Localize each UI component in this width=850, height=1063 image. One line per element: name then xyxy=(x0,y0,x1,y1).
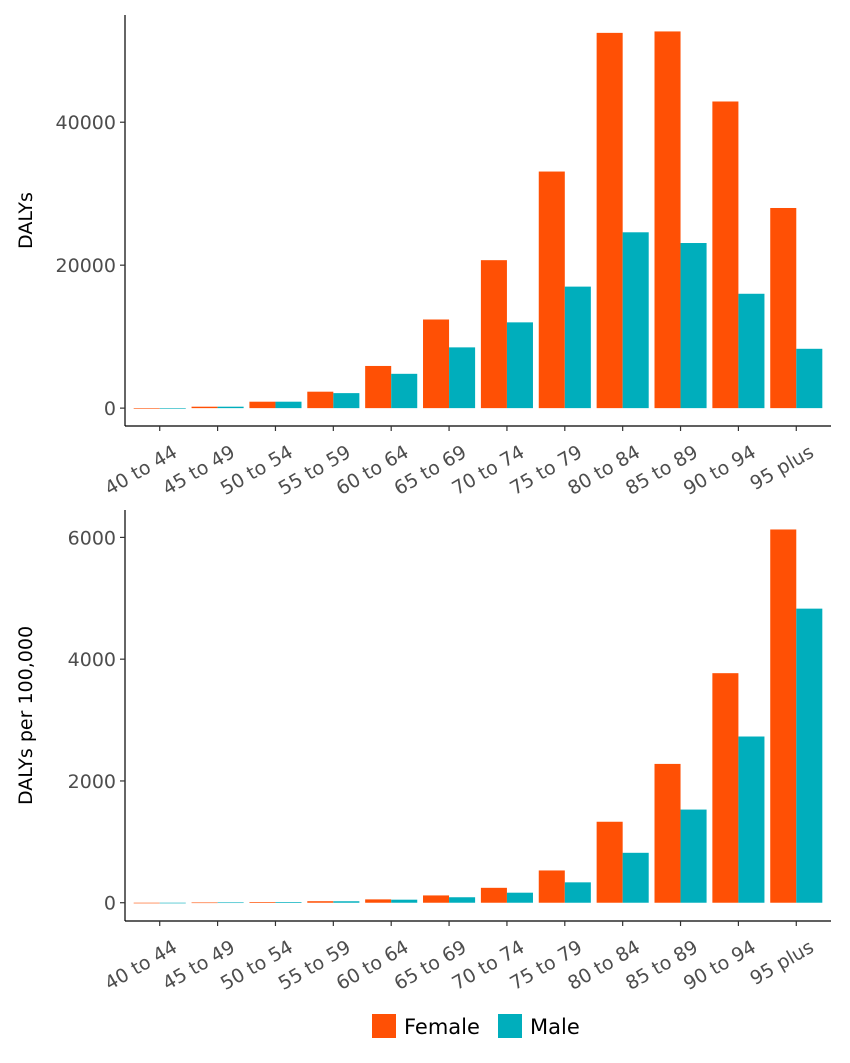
x-tick-label-95-plus: 95 plus xyxy=(746,441,817,495)
y-axis-title: DALYs xyxy=(15,192,37,249)
bar-male-40-to-44 xyxy=(159,902,186,904)
bar-male-80-to-84 xyxy=(622,232,649,409)
bar-male-65-to-69 xyxy=(449,897,476,903)
bar-female-80-to-84 xyxy=(596,32,623,409)
bar-female-80-to-84 xyxy=(596,821,623,903)
bar-female-85-to-89 xyxy=(654,31,681,409)
legend-key-male xyxy=(498,1014,522,1038)
bar-male-70-to-74 xyxy=(506,892,533,903)
legend-label-female: Female xyxy=(404,1015,480,1039)
bar-male-75-to-79 xyxy=(564,882,591,903)
bar-female-40-to-44 xyxy=(133,408,160,409)
bar-male-45-to-49 xyxy=(217,902,244,904)
y-tick-label: 0 xyxy=(104,398,116,420)
bar-male-90-to-94 xyxy=(738,293,765,409)
bar-female-70-to-74 xyxy=(480,887,507,903)
y-tick-label: 20000 xyxy=(56,255,116,277)
bar-male-65-to-69 xyxy=(449,347,476,409)
bar-male-95-plus xyxy=(796,348,823,409)
bar-female-45-to-49 xyxy=(191,902,218,904)
y-tick-label: 0 xyxy=(104,893,116,915)
bar-female-60-to-64 xyxy=(365,365,392,409)
bar-male-80-to-84 xyxy=(622,852,649,903)
bar-male-50-to-54 xyxy=(275,401,302,409)
bar-female-50-to-54 xyxy=(249,902,276,903)
bar-male-45-to-49 xyxy=(217,406,244,409)
bar-male-40-to-44 xyxy=(159,408,186,409)
bar-male-85-to-89 xyxy=(680,809,707,903)
bar-female-90-to-94 xyxy=(712,101,739,409)
bar-female-95-plus xyxy=(770,529,797,903)
bar-male-60-to-64 xyxy=(391,899,418,903)
x-tick-label-95-plus: 95 plus xyxy=(746,936,817,990)
bar-female-70-to-74 xyxy=(480,260,507,409)
bar-female-65-to-69 xyxy=(423,319,450,409)
bar-female-55-to-59 xyxy=(307,901,334,903)
legend: Female Male xyxy=(372,1014,580,1039)
bar-female-90-to-94 xyxy=(712,673,739,903)
bar-male-75-to-79 xyxy=(564,286,591,409)
bar-female-65-to-69 xyxy=(423,895,450,903)
bar-male-95-plus xyxy=(796,608,823,903)
bar-male-55-to-59 xyxy=(333,901,360,903)
y-tick-label: 4000 xyxy=(68,649,116,671)
bar-female-60-to-64 xyxy=(365,899,392,903)
bar-female-75-to-79 xyxy=(538,870,565,903)
bar-female-55-to-59 xyxy=(307,391,334,409)
bar-male-70-to-74 xyxy=(506,322,533,409)
bar-female-40-to-44 xyxy=(133,902,160,904)
bar-female-45-to-49 xyxy=(191,406,218,409)
bar-female-95-plus xyxy=(770,207,797,409)
y-tick-label: 40000 xyxy=(56,112,116,134)
bar-male-50-to-54 xyxy=(275,902,302,903)
legend-label-male: Male xyxy=(530,1015,580,1039)
bar-male-90-to-94 xyxy=(738,736,765,903)
y-tick-label: 2000 xyxy=(68,771,116,793)
bar-male-55-to-59 xyxy=(333,393,360,409)
bar-male-60-to-64 xyxy=(391,373,418,409)
bar-female-50-to-54 xyxy=(249,401,276,409)
bar-male-85-to-89 xyxy=(680,243,707,409)
y-tick-label: 6000 xyxy=(68,527,116,549)
legend-key-female xyxy=(372,1014,396,1038)
y-axis-title: DALYs per 100,000 xyxy=(15,626,37,805)
bar-female-85-to-89 xyxy=(654,763,681,903)
bar-female-75-to-79 xyxy=(538,171,565,409)
